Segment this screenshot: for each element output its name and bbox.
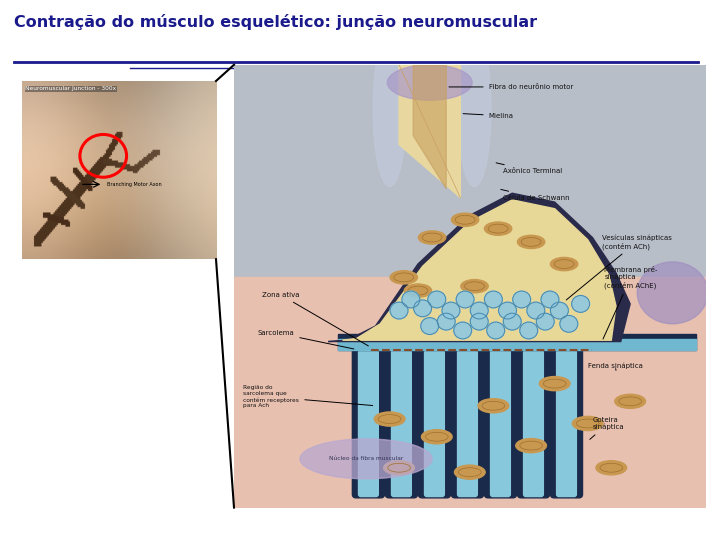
- Polygon shape: [343, 200, 616, 340]
- Bar: [338, 334, 696, 350]
- FancyBboxPatch shape: [352, 340, 384, 498]
- FancyBboxPatch shape: [551, 340, 582, 498]
- Ellipse shape: [373, 31, 406, 187]
- Polygon shape: [328, 193, 630, 341]
- Circle shape: [402, 291, 420, 308]
- Ellipse shape: [300, 439, 432, 479]
- Text: Zona ativa: Zona ativa: [262, 292, 369, 346]
- FancyBboxPatch shape: [392, 350, 411, 497]
- Bar: [338, 339, 696, 350]
- Bar: [234, 278, 706, 508]
- Ellipse shape: [518, 235, 545, 248]
- FancyBboxPatch shape: [523, 350, 544, 497]
- Ellipse shape: [615, 394, 645, 408]
- Ellipse shape: [461, 280, 488, 293]
- Ellipse shape: [478, 399, 509, 413]
- Ellipse shape: [390, 271, 418, 284]
- Text: Célula de Schwann: Célula de Schwann: [501, 190, 570, 201]
- Polygon shape: [399, 65, 460, 198]
- Text: Fenda sináptica: Fenda sináptica: [588, 363, 642, 370]
- Ellipse shape: [451, 213, 479, 226]
- Circle shape: [513, 291, 531, 308]
- Circle shape: [560, 315, 577, 332]
- Text: Região do
sarcolema que
contém receptores
para Ach: Região do sarcolema que contém receptore…: [243, 386, 373, 408]
- Circle shape: [487, 322, 505, 339]
- Ellipse shape: [421, 430, 452, 444]
- FancyBboxPatch shape: [385, 340, 418, 498]
- Circle shape: [485, 291, 503, 308]
- Circle shape: [420, 318, 438, 334]
- FancyBboxPatch shape: [557, 350, 577, 497]
- Circle shape: [456, 291, 474, 308]
- Ellipse shape: [374, 412, 405, 426]
- FancyBboxPatch shape: [425, 350, 444, 497]
- Circle shape: [437, 313, 455, 330]
- Ellipse shape: [404, 284, 431, 297]
- Circle shape: [390, 302, 408, 319]
- Ellipse shape: [572, 416, 603, 430]
- Text: Membrana pré-
sináptica
(contém AChE): Membrana pré- sináptica (contém AChE): [603, 266, 657, 339]
- Polygon shape: [413, 65, 446, 189]
- FancyBboxPatch shape: [451, 340, 483, 498]
- Ellipse shape: [539, 376, 570, 391]
- Ellipse shape: [387, 65, 472, 100]
- Circle shape: [503, 313, 521, 330]
- Text: Mielina: Mielina: [463, 113, 513, 119]
- Circle shape: [442, 302, 460, 319]
- Text: Vesículas sinápticas
(contém ACh): Vesículas sinápticas (contém ACh): [566, 234, 672, 300]
- Ellipse shape: [454, 465, 485, 480]
- Ellipse shape: [516, 438, 546, 453]
- Ellipse shape: [485, 222, 512, 235]
- Circle shape: [551, 302, 568, 319]
- Circle shape: [428, 291, 446, 308]
- FancyBboxPatch shape: [518, 340, 549, 498]
- Text: Axônico Terminal: Axônico Terminal: [496, 163, 562, 174]
- Text: Branching Motor Axon: Branching Motor Axon: [107, 182, 162, 187]
- Circle shape: [527, 302, 545, 319]
- FancyBboxPatch shape: [457, 350, 477, 497]
- Ellipse shape: [458, 31, 491, 187]
- Circle shape: [572, 295, 590, 312]
- Text: Núcleo da fibra muscular: Núcleo da fibra muscular: [329, 456, 403, 461]
- Ellipse shape: [384, 461, 415, 475]
- Circle shape: [414, 300, 431, 317]
- Circle shape: [454, 322, 472, 339]
- Text: Fibra do neurônio motor: Fibra do neurônio motor: [449, 84, 573, 90]
- FancyBboxPatch shape: [359, 350, 378, 497]
- Circle shape: [470, 313, 488, 330]
- Text: Contração do músculo esquelético: junção neuromuscular: Contração do músculo esquelético: junção…: [14, 14, 538, 30]
- Circle shape: [541, 291, 559, 308]
- Text: Sarcolema: Sarcolema: [258, 330, 354, 349]
- Circle shape: [536, 313, 554, 330]
- FancyBboxPatch shape: [485, 340, 516, 498]
- Text: Goteira
sináptica: Goteira sináptica: [590, 417, 624, 440]
- Ellipse shape: [418, 231, 446, 244]
- Ellipse shape: [551, 258, 577, 271]
- Ellipse shape: [637, 262, 708, 324]
- Circle shape: [520, 322, 538, 339]
- FancyBboxPatch shape: [490, 350, 510, 497]
- FancyBboxPatch shape: [418, 340, 451, 498]
- Circle shape: [498, 302, 516, 319]
- Ellipse shape: [596, 461, 626, 475]
- Circle shape: [470, 302, 488, 319]
- Text: Neuromuscular Junction - 300x: Neuromuscular Junction - 300x: [25, 86, 117, 91]
